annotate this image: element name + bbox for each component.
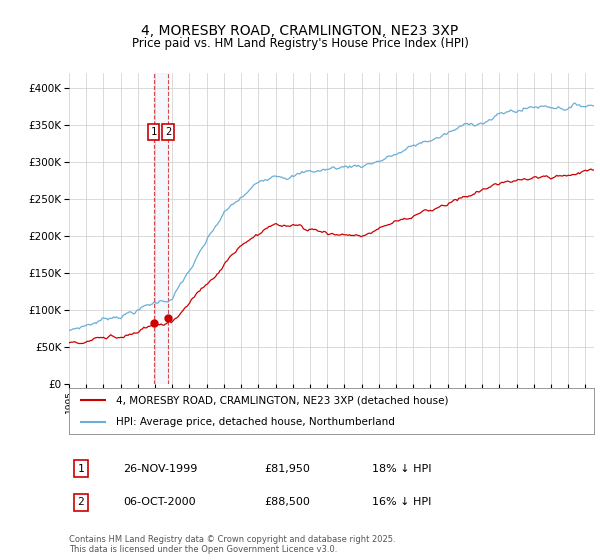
Bar: [154, 73, 168, 384]
Text: 18% ↓ HPI: 18% ↓ HPI: [372, 464, 431, 474]
Text: £88,500: £88,500: [264, 497, 310, 507]
Text: £81,950: £81,950: [264, 464, 310, 474]
Text: 1: 1: [77, 464, 85, 474]
Text: 26-NOV-1999: 26-NOV-1999: [123, 464, 197, 474]
Text: 4, MORESBY ROAD, CRAMLINGTON, NE23 3XP (detached house): 4, MORESBY ROAD, CRAMLINGTON, NE23 3XP (…: [116, 395, 449, 405]
Text: 2: 2: [77, 497, 85, 507]
Text: 06-OCT-2000: 06-OCT-2000: [123, 497, 196, 507]
Text: 16% ↓ HPI: 16% ↓ HPI: [372, 497, 431, 507]
Text: Price paid vs. HM Land Registry's House Price Index (HPI): Price paid vs. HM Land Registry's House …: [131, 37, 469, 50]
Text: Contains HM Land Registry data © Crown copyright and database right 2025.
This d: Contains HM Land Registry data © Crown c…: [69, 535, 395, 554]
Text: HPI: Average price, detached house, Northumberland: HPI: Average price, detached house, Nort…: [116, 417, 395, 427]
Text: 4, MORESBY ROAD, CRAMLINGTON, NE23 3XP: 4, MORESBY ROAD, CRAMLINGTON, NE23 3XP: [142, 24, 458, 38]
Text: 2: 2: [165, 127, 171, 137]
Text: 1: 1: [151, 127, 157, 137]
